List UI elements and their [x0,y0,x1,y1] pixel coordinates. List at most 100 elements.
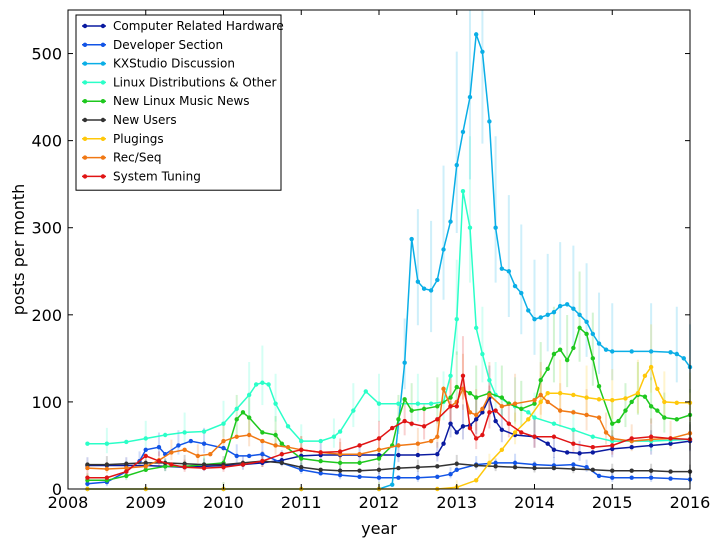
data-point-1-7 [176,443,181,448]
legend-box [75,14,282,191]
data-point-6-10 [512,430,518,435]
data-point-8-23 [454,404,459,409]
data-point-3-14 [285,424,291,429]
data-point-7-23 [435,434,440,439]
data-point-0-24 [473,417,479,422]
legend-label-1: Developer Section [113,38,223,52]
y-tick-label-4: 400 [31,132,62,151]
data-point-4-21 [402,397,407,402]
data-point-5-19 [454,461,459,466]
data-point-8-3 [143,453,148,459]
data-point-3-2 [124,439,129,445]
data-point-3-39 [571,427,576,432]
data-point-0-17 [415,452,421,458]
data-point-8-34 [571,441,576,446]
data-point-8-35 [590,444,596,450]
data-point-4-13 [279,441,285,446]
data-point-4-41 [584,331,589,337]
data-point-5-15 [376,467,382,473]
data-point-8-36 [610,443,615,448]
data-point-6-20 [635,391,641,396]
legend-marker-4 [82,99,88,104]
data-point-3-40 [590,434,596,439]
series-0 [85,395,693,470]
data-point-1-21 [415,475,421,480]
y-tick-label-3: 300 [31,219,62,238]
data-point-4-40 [577,325,582,331]
data-point-7-12 [260,438,265,444]
data-point-4-42 [590,356,596,361]
legend-marker-5 [82,117,88,123]
data-point-7-13 [273,443,278,448]
data-point-1-32 [596,473,602,479]
data-point-7-40 [596,415,602,420]
data-point-3-27 [454,316,459,322]
data-point-7-21 [415,441,421,446]
data-point-4-20 [396,417,401,422]
data-point-5-17 [415,465,421,470]
legend-marker-8 [82,174,88,179]
data-point-5-28 [629,468,634,473]
legend-marker-7 [82,155,88,160]
data-point-5-14 [357,468,362,473]
data-point-7-3 [143,464,148,469]
data-point-7-37 [557,408,563,413]
data-point-8-9 [240,462,246,467]
data-point-2-37 [603,347,609,352]
data-point-5-16 [396,465,401,471]
data-point-4-27 [467,391,473,396]
data-point-5-22 [512,465,518,470]
data-point-1-31 [584,465,589,470]
data-point-4-9 [240,410,246,415]
data-point-2-32 [571,306,576,311]
data-point-0-27 [493,418,498,424]
x-axis-title: year [361,519,397,538]
x-tick-label-5: 2013 [436,493,477,512]
data-point-8-18 [402,418,407,424]
series-4 [85,325,693,483]
data-point-0-20 [448,421,453,426]
data-point-4-52 [662,415,667,420]
data-point-5-1 [104,462,110,467]
series-1 [85,438,693,486]
data-point-0-35 [590,450,596,455]
x-tick-label-4: 2012 [359,493,400,512]
data-point-8-29 [493,408,498,413]
data-point-3-29 [467,225,473,230]
data-point-2-38 [610,349,615,354]
data-point-1-36 [668,476,673,481]
data-point-1-4 [143,447,148,453]
data-point-3-38 [551,421,557,426]
data-point-3-20 [363,389,368,394]
data-point-8-16 [376,436,382,441]
legend-item-6: Plugings [82,132,164,146]
data-point-4-43 [596,384,602,389]
data-point-1-0 [85,481,90,486]
data-point-3-11 [260,380,265,385]
data-point-2-43 [681,356,686,361]
data-point-8-30 [506,421,512,426]
data-point-3-15 [299,438,304,444]
data-point-4-53 [674,417,679,422]
data-point-5-11 [299,465,304,470]
data-point-2-36 [596,341,602,346]
legend-label-4: New Linux Music News [113,94,250,108]
series-5 [85,458,693,474]
data-point-4-51 [655,408,660,413]
data-point-2-9 [421,286,427,291]
data-point-8-38 [648,434,654,439]
data-point-8-39 [668,436,673,441]
legend-item-8: System Tuning [82,169,201,183]
data-point-4-10 [246,415,252,420]
data-point-3-31 [480,351,485,357]
data-point-7-31 [487,392,492,398]
legend-marker-0 [82,23,88,29]
data-point-1-5 [156,444,162,450]
data-point-0-18 [435,451,440,457]
legend-marker-end-2 [100,61,106,66]
data-point-0-16 [396,452,401,458]
data-point-3-6 [201,429,207,434]
data-point-3-10 [253,382,259,387]
data-point-6-13 [545,391,550,396]
data-point-3-5 [182,430,187,435]
